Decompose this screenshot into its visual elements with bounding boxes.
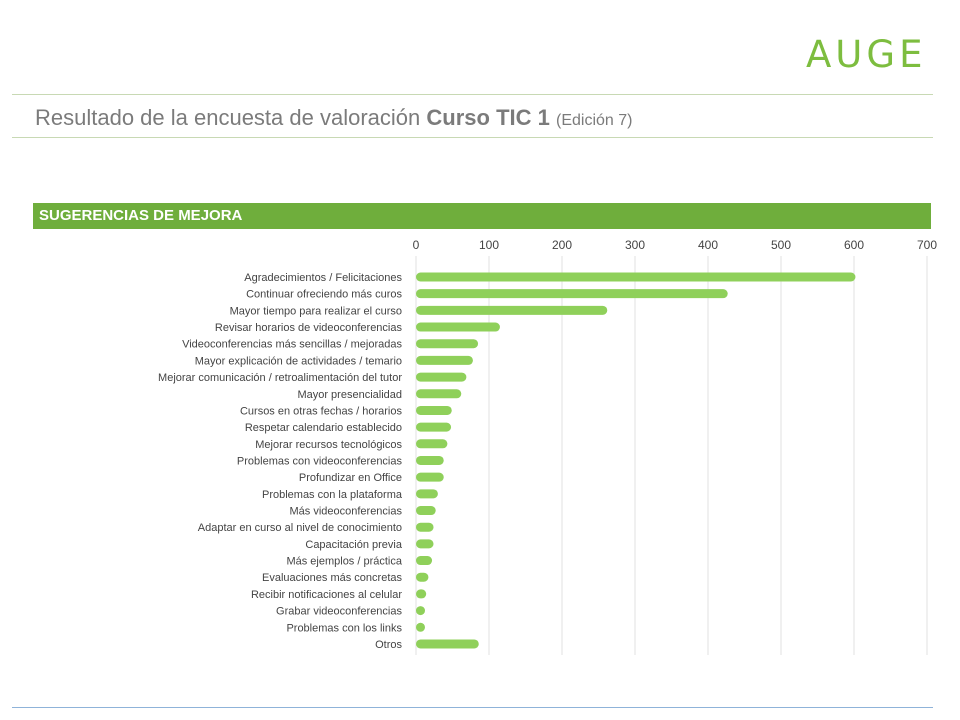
page-title: Resultado de la encuesta de valoración C… — [35, 104, 925, 135]
x-tick-label: 500 — [771, 238, 791, 252]
bar — [416, 422, 452, 432]
bar — [416, 522, 434, 532]
footer-divider — [12, 707, 933, 708]
chart-title: SUGERENCIAS DE MEJORA — [39, 207, 243, 224]
bar — [416, 472, 444, 482]
bar — [416, 389, 462, 399]
bar — [416, 572, 429, 582]
category-label: Continuar ofreciendo más curos — [246, 289, 402, 301]
x-tick-label: 600 — [844, 238, 864, 252]
bar — [416, 339, 479, 349]
category-label: Adaptar en curso al nivel de conocimient… — [198, 522, 402, 534]
header-divider-top — [12, 94, 933, 95]
x-tick-label: 400 — [698, 238, 718, 252]
category-label: Problemas con la plataforma — [262, 489, 403, 501]
bar — [416, 506, 436, 516]
bar — [416, 272, 856, 282]
category-label: Videoconferencias más sencillas / mejora… — [182, 339, 402, 351]
chart-category-labels: Agradecimientos / Felicitaciones Continua… — [158, 272, 403, 651]
category-label: Mayor explicación de actividades / temar… — [195, 355, 402, 367]
bar — [416, 489, 438, 499]
title-prefix: Resultado de la encuesta de valoración — [35, 105, 421, 130]
course-edition: (Edición 7) — [555, 112, 633, 129]
chart-bars — [416, 272, 856, 649]
category-label: Más videoconferencias — [289, 506, 402, 518]
category-label: Respetar calendario establecido — [245, 422, 402, 434]
auge-logo: AUGE — [806, 33, 927, 76]
x-tick-label: 300 — [625, 238, 645, 252]
x-tick-label: 200 — [552, 238, 572, 252]
category-label: Mayor tiempo para realizar el curso — [230, 305, 402, 317]
category-label: Profundizar en Office — [299, 472, 402, 484]
bar — [416, 372, 467, 382]
x-tick-label: 0 — [413, 238, 420, 252]
category-label: Mayor presencialidad — [297, 389, 402, 401]
bar — [416, 289, 728, 299]
category-label: Cursos en otras fechas / horarios — [240, 405, 403, 417]
category-label: Mejorar recursos tecnológicos — [255, 439, 402, 451]
category-label: Más ejemplos / práctica — [286, 556, 402, 568]
bar — [416, 405, 452, 415]
bar — [416, 455, 444, 465]
bar — [416, 305, 608, 315]
chart-title-banner: SUGERENCIAS DE MEJORA — [33, 203, 931, 229]
category-label: Grabar videoconferencias — [276, 606, 402, 618]
x-tick-label: 100 — [479, 238, 499, 252]
bar — [416, 355, 473, 365]
bar — [416, 589, 427, 599]
bar — [416, 556, 433, 566]
header-divider-bottom — [12, 137, 933, 138]
category-label: Mejorar comunicación / retroalimentación… — [158, 372, 402, 384]
bar — [416, 439, 448, 449]
course-name: Curso TIC 1 — [426, 105, 550, 130]
category-label: Problemas con videoconferencias — [237, 455, 403, 467]
bar — [416, 606, 425, 616]
category-label: Problemas con los links — [286, 622, 402, 634]
category-label: Evaluaciones más concretas — [262, 572, 403, 584]
chart-grid — [415, 256, 928, 655]
bar — [416, 622, 425, 632]
chart-x-axis: 0 100 200 300 400 500 600 700 — [413, 238, 938, 252]
x-tick-label: 700 — [917, 238, 937, 252]
category-label: Otros — [375, 639, 402, 651]
bar — [416, 322, 500, 332]
category-label: Agradecimientos / Felicitaciones — [244, 272, 402, 284]
category-label: Capacitación previa — [305, 539, 402, 551]
category-label: Recibir notificaciones al celular — [251, 589, 402, 601]
bar — [416, 639, 479, 649]
category-label: Revisar horarios de videoconferencias — [215, 322, 403, 334]
bar — [416, 539, 434, 549]
